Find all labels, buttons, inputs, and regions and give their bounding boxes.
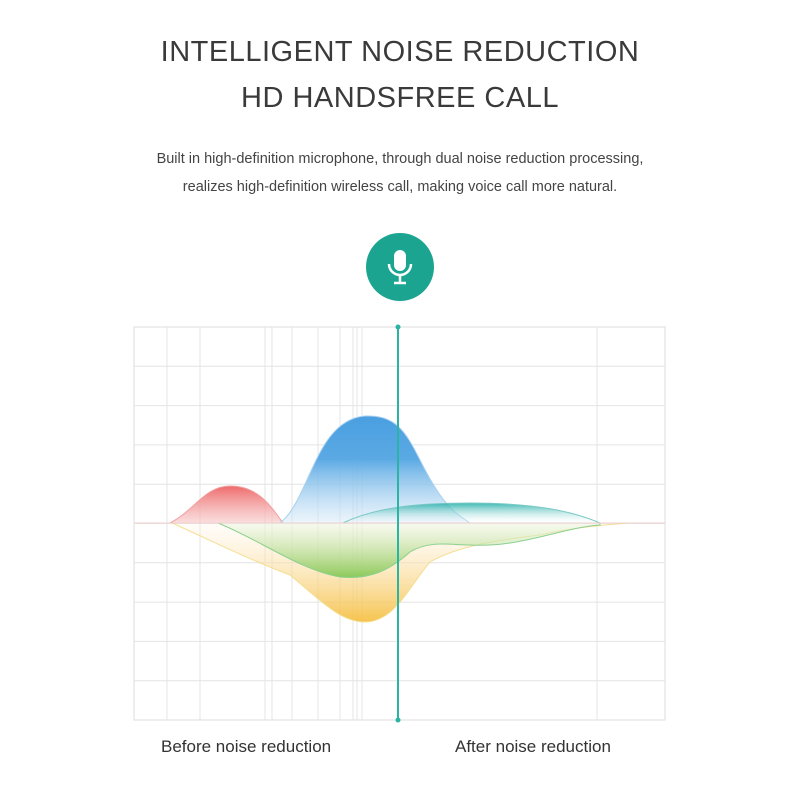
green-wave (217, 522, 601, 579)
red-wave (169, 485, 284, 524)
after-noise-reduction-label: After noise reduction (455, 737, 611, 756)
headline-line-2: HD HANDSFREE CALL (241, 82, 559, 114)
before-noise-reduction-label: Before noise reduction (161, 737, 332, 756)
microphone-icon (387, 250, 413, 285)
description-line-1: Built in high-definition microphone, thr… (156, 151, 644, 167)
teal-wave (342, 502, 601, 524)
divider-top-dot (395, 324, 401, 330)
description-line-2: realizes high-definition wireless call, … (182, 179, 618, 195)
microphone-badge (366, 233, 434, 301)
divider-bottom-dot (395, 717, 401, 723)
headline-line-1: INTELLIGENT NOISE REDUCTION (160, 36, 640, 68)
